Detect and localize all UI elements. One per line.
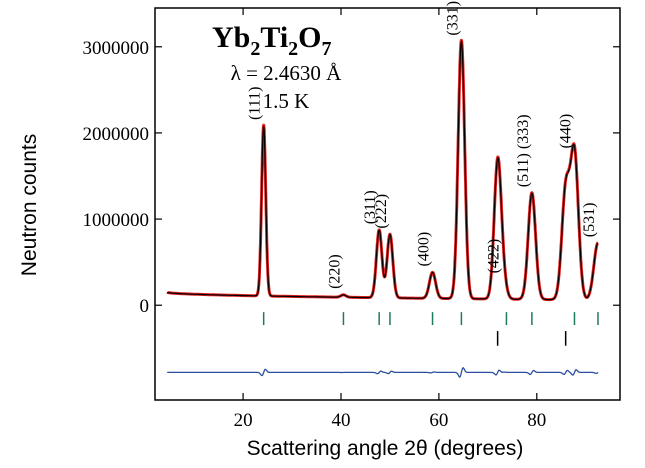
y-tick-label: 1000000 — [83, 210, 150, 231]
compound-formula: Yb2Ti2O7 — [212, 21, 332, 60]
plot-frame — [154, 7, 621, 401]
x-tick-label: 60 — [429, 410, 448, 431]
y-axis: 0 1000000 2000000 3000000 — [83, 38, 620, 317]
y-tick-label: 2000000 — [83, 124, 150, 145]
peak-label: (331) — [444, 1, 461, 36]
peak-label: (400) — [416, 232, 433, 267]
x-tick-label: 20 — [234, 410, 253, 431]
y-axis-title: Neutron counts — [18, 134, 41, 276]
peak-label: (440) — [558, 114, 575, 149]
peak-label: (531) — [581, 203, 598, 238]
y-tick-label: 0 — [140, 296, 150, 317]
peak-label: (511) (333) — [515, 114, 532, 187]
calculated-series — [166, 39, 599, 301]
x-axis: 20 40 60 80 — [234, 8, 546, 431]
peak-label: (422) — [486, 239, 503, 274]
peak-label: (222) — [373, 194, 390, 229]
wavelength-label: λ = 2.4630 Å — [231, 61, 343, 85]
temperature-label: 1.5 K — [263, 89, 310, 113]
y-tick-label: 3000000 — [83, 38, 150, 59]
difference-series — [167, 367, 599, 378]
x-tick-label: 80 — [527, 410, 546, 431]
x-axis-title: Scattering angle 2θ (degrees) — [247, 437, 524, 460]
peak-label: (111) — [247, 87, 264, 120]
plot-area: (111) (220) (311)(222) (400) (331) (422) (511)… — [166, 1, 600, 378]
peak-label: (220) — [326, 254, 343, 289]
x-tick-label: 40 — [332, 410, 351, 431]
peak-label: (311) — [362, 190, 379, 224]
